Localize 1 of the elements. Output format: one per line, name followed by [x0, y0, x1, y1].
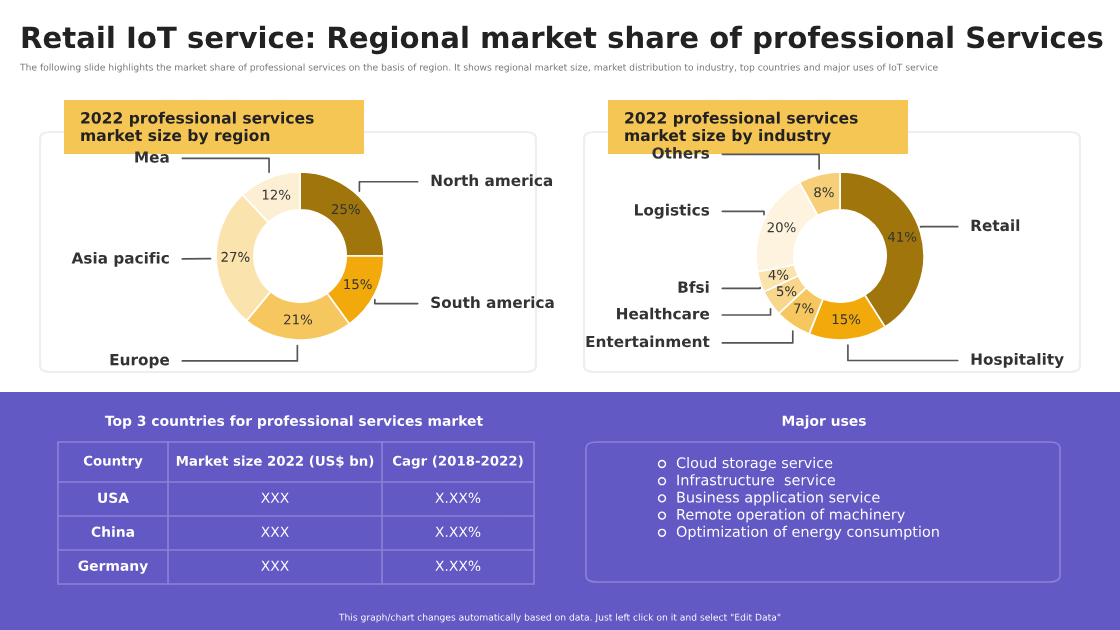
- text: Retail IoT service: Regional market share of professional Services: [22, 25, 1103, 55]
